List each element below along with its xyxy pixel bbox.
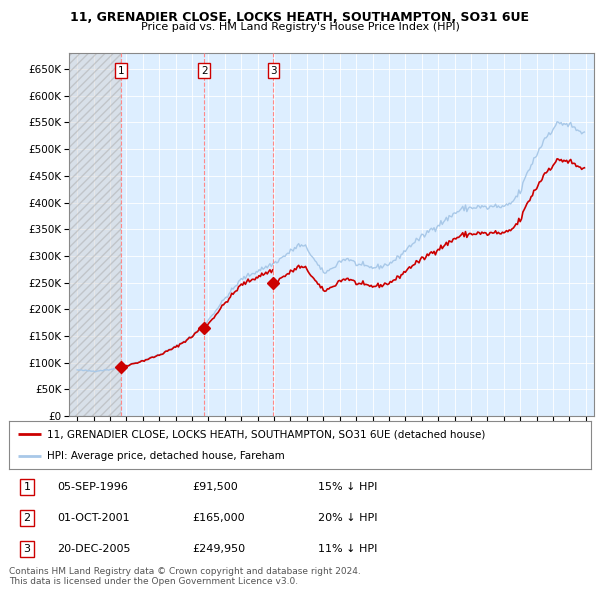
Text: 01-OCT-2001: 01-OCT-2001 (57, 513, 130, 523)
Text: 15% ↓ HPI: 15% ↓ HPI (318, 483, 377, 492)
Text: 1: 1 (118, 66, 124, 76)
Text: 2: 2 (23, 513, 31, 523)
Text: 2: 2 (201, 66, 208, 76)
Text: 11, GRENADIER CLOSE, LOCKS HEATH, SOUTHAMPTON, SO31 6UE (detached house): 11, GRENADIER CLOSE, LOCKS HEATH, SOUTHA… (47, 429, 485, 439)
Text: £249,950: £249,950 (192, 544, 245, 553)
Text: Contains HM Land Registry data © Crown copyright and database right 2024.
This d: Contains HM Land Registry data © Crown c… (9, 567, 361, 586)
Text: 20% ↓ HPI: 20% ↓ HPI (318, 513, 377, 523)
Text: 05-SEP-1996: 05-SEP-1996 (57, 483, 128, 492)
Text: 3: 3 (23, 544, 31, 553)
Text: Price paid vs. HM Land Registry's House Price Index (HPI): Price paid vs. HM Land Registry's House … (140, 22, 460, 32)
Text: 20-DEC-2005: 20-DEC-2005 (57, 544, 131, 553)
Text: £165,000: £165,000 (192, 513, 245, 523)
Text: 1: 1 (23, 483, 31, 492)
Text: HPI: Average price, detached house, Fareham: HPI: Average price, detached house, Fare… (47, 451, 284, 461)
Text: 11, GRENADIER CLOSE, LOCKS HEATH, SOUTHAMPTON, SO31 6UE: 11, GRENADIER CLOSE, LOCKS HEATH, SOUTHA… (71, 11, 530, 24)
Text: £91,500: £91,500 (192, 483, 238, 492)
Text: 11% ↓ HPI: 11% ↓ HPI (318, 544, 377, 553)
Text: 3: 3 (270, 66, 277, 76)
